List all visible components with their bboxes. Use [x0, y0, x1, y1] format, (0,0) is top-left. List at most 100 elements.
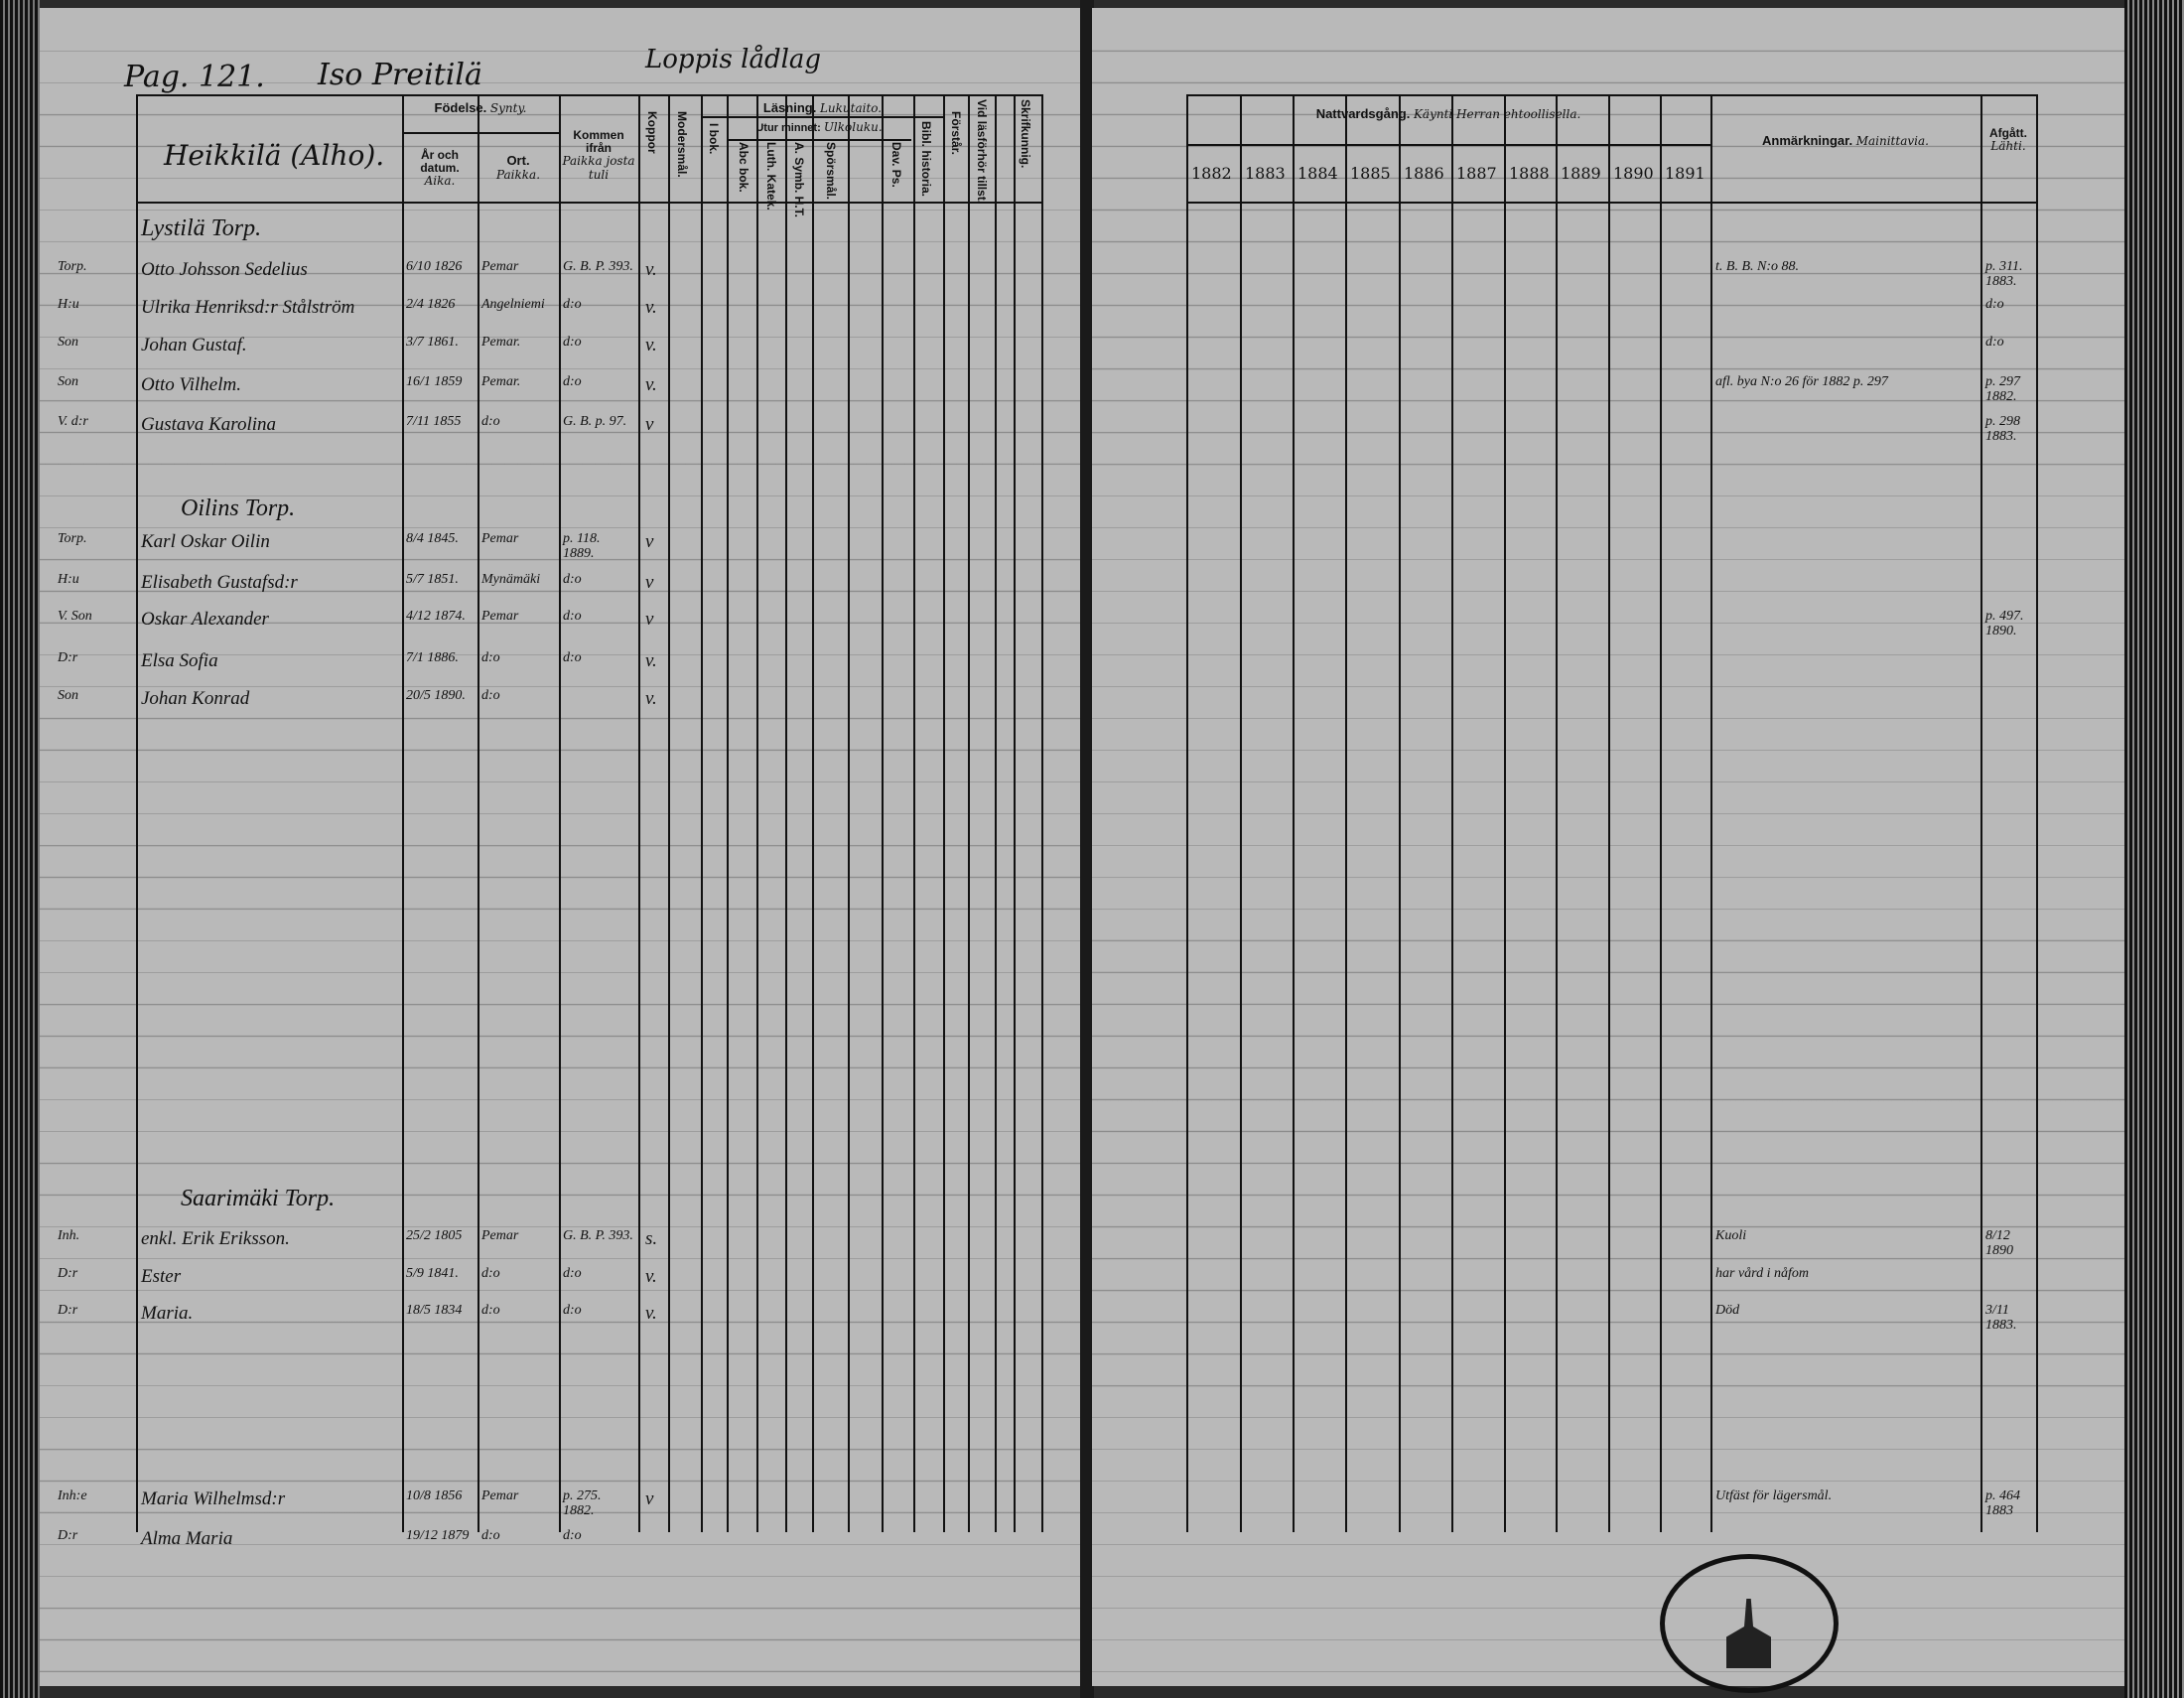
column-rule [995, 94, 997, 1532]
cell-remark: har vård i nåfom [1715, 1266, 1809, 1281]
cell-role: V. Son [58, 609, 92, 624]
page-reference: Pag. 121. [124, 60, 265, 94]
cell-kopp: v [645, 572, 654, 593]
column-rule [727, 94, 729, 1532]
column-rule [668, 94, 670, 1532]
cell-date: 19/12 1879 [406, 1528, 470, 1543]
book-left-edge [0, 0, 40, 1698]
cell-kopp: v. [645, 374, 657, 395]
cell-place: d:o [481, 1303, 500, 1318]
header-ar-datum: År och datum. Aika. [420, 148, 460, 189]
cell-kopp: v. [645, 1266, 657, 1287]
cell-date: 4/12 1874. [406, 609, 466, 624]
column-rule [785, 94, 787, 1532]
cell-role: Torp. [58, 531, 87, 546]
cell-date: 5/9 1841. [406, 1266, 459, 1281]
cell-role: Son [58, 374, 78, 389]
year-header: 1883 [1245, 164, 1286, 183]
header-forstar: Förstår. [949, 111, 964, 156]
cell-name: Elisabeth Gustafsd:r [141, 572, 298, 593]
column-rule [1345, 94, 1347, 1532]
cell-left: d:o [1985, 297, 2004, 312]
cell-kopp: v [645, 414, 654, 435]
column-rule [943, 94, 945, 1532]
column-rule [1660, 94, 1662, 1532]
header-bibl-historia: Bibl. historia. [919, 121, 934, 198]
cell-from: d:o [563, 1266, 582, 1281]
cell-role: D:r [58, 1303, 78, 1318]
cell-left: p. 298 1883. [1985, 414, 2020, 444]
cell-place: Pemar [481, 609, 519, 624]
header-abc-bok: Abc bok. [737, 142, 751, 193]
year-header: 1890 [1613, 164, 1654, 183]
church-tower-icon [1726, 1599, 1771, 1668]
column-rule [812, 94, 814, 1532]
column-rule [882, 94, 884, 1532]
cell-place: d:o [481, 688, 500, 703]
cell-left: p. 497. 1890. [1985, 609, 2024, 638]
column-rule [136, 94, 138, 1532]
header-ort: Ort. Paikka. [495, 153, 541, 183]
cell-kopp: v. [645, 259, 657, 280]
cell-kopp: v [645, 609, 654, 630]
column-rule [756, 94, 758, 1532]
cell-role: Inh. [58, 1228, 80, 1243]
year-header: 1891 [1665, 164, 1706, 183]
cell-date: 8/4 1845. [406, 531, 459, 546]
cell-role: Inh:e [58, 1488, 87, 1503]
cell-name: Ester [141, 1266, 182, 1287]
column-rule [1240, 94, 1242, 1532]
cell-from: d:o [563, 1528, 582, 1543]
cell-place: Pemar. [481, 374, 521, 389]
cell-place: d:o [481, 650, 500, 665]
cell-from: d:o [563, 609, 582, 624]
row-rule [1186, 202, 2036, 204]
right-page [1092, 8, 2144, 1686]
cell-role: Son [58, 688, 78, 703]
cell-name: Otto Vilhelm. [141, 374, 241, 395]
header-vid-lasforhor: Vid läsförhör tillst. [975, 99, 990, 205]
cell-name: Karl Oskar Oilin [141, 531, 270, 552]
row-rule [1186, 144, 1710, 146]
column-rule [1556, 94, 1558, 1532]
header-kommen: Kommen ifrån Paikka josta tuli [562, 128, 635, 182]
cell-date: 6/10 1826 [406, 259, 463, 274]
column-rule [1710, 94, 1712, 1532]
cell-date: 7/1 1886. [406, 650, 459, 665]
column-rule [559, 94, 561, 1532]
cell-kopp: v. [645, 335, 657, 355]
cell-role: Son [58, 335, 78, 350]
cell-date: 10/8 1856 [406, 1488, 463, 1503]
column-rule [1014, 94, 1016, 1532]
cell-role: D:r [58, 1528, 78, 1543]
cell-place: d:o [481, 1266, 500, 1281]
column-rule [1041, 94, 1043, 1532]
column-rule [701, 94, 703, 1532]
cell-name: Maria. [141, 1303, 194, 1324]
cell-left: d:o [1985, 335, 2004, 350]
column-rule [1980, 94, 1982, 1532]
cell-name: Alma Maria [141, 1528, 233, 1549]
cell-name: Ulrika Henriksd:r Stålström [141, 297, 355, 318]
year-header: 1888 [1509, 164, 1550, 183]
cell-left: p. 464 1883 [1985, 1488, 2020, 1518]
parish-note: Loppis lådlag [645, 45, 822, 74]
cell-name: enkl. Erik Eriksson. [141, 1228, 290, 1249]
column-rule [968, 94, 970, 1532]
cell-place: Angelniemi [481, 297, 545, 312]
header-sporsmal: Spörsmål. [824, 142, 839, 201]
book-right-edge [2124, 0, 2184, 1698]
cell-name: Elsa Sofia [141, 650, 218, 671]
cell-from: d:o [563, 335, 582, 350]
header-koppor: Koppor [645, 111, 660, 154]
header-modersmal: Modersmål. [675, 111, 690, 178]
diocese-stamp [1660, 1554, 1839, 1693]
cell-role: D:r [58, 1266, 78, 1281]
header-nattvard: Nattvardsgång. Käynti Herran ehtoollisel… [1315, 106, 1581, 121]
header-lasning: Läsning. Lukutaito. [762, 100, 883, 115]
year-header: 1885 [1350, 164, 1391, 183]
cell-place: Pemar [481, 1488, 519, 1503]
header-anmarkningar: Anmärkningar. Mainittavia. [1762, 133, 1929, 148]
column-rule [1186, 94, 1188, 1532]
cell-remark: t. B. B. N:o 88. [1715, 259, 1799, 274]
